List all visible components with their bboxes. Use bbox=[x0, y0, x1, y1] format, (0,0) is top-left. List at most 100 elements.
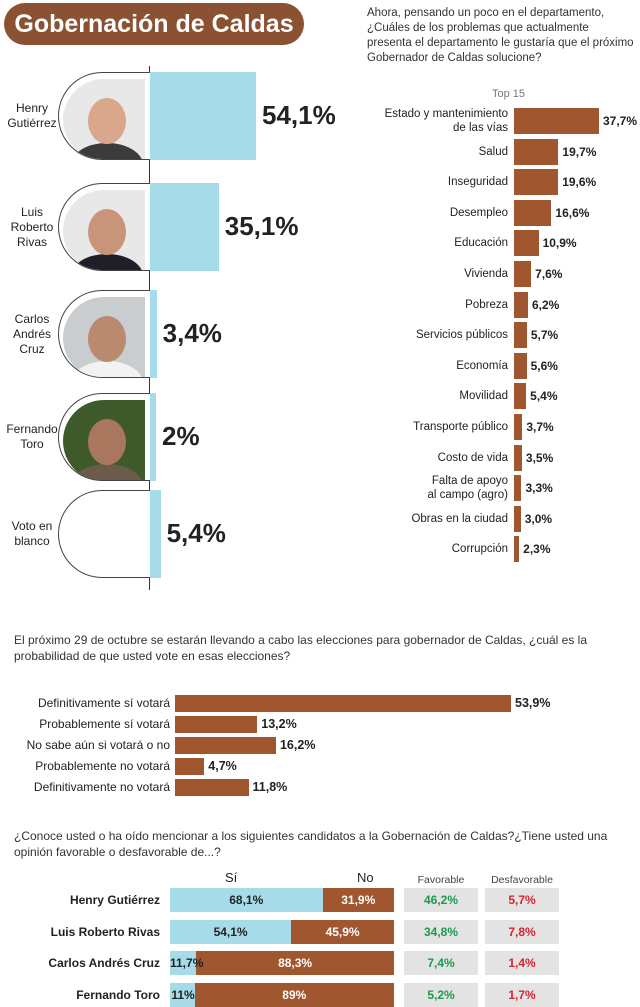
knowledge-si-value: 11% bbox=[171, 987, 195, 1002]
problem-bar bbox=[514, 108, 599, 134]
candidate-photo-card bbox=[58, 72, 150, 160]
knowledge-si-value: 54,1% bbox=[213, 924, 248, 939]
problem-bar bbox=[514, 444, 522, 471]
knowledge-no-bar bbox=[196, 951, 394, 975]
problem-value: 5,4% bbox=[530, 389, 558, 404]
problem-label: Costo de vida bbox=[437, 451, 508, 464]
favorable-value: 46,2% bbox=[404, 888, 478, 912]
avatar-silhouette bbox=[72, 316, 142, 377]
knowledge-si-bar bbox=[170, 951, 197, 975]
avatar bbox=[63, 297, 145, 377]
vote-bar bbox=[175, 716, 258, 733]
header-unfavorable: Desfavorable bbox=[491, 874, 553, 886]
problem-label: Desempleo bbox=[449, 206, 508, 219]
candidate-value: 54,1% bbox=[262, 100, 336, 130]
problem-value: 6,2% bbox=[531, 297, 560, 312]
candidate-bar bbox=[150, 290, 157, 378]
vote-label: Definitivamente no votará bbox=[33, 780, 170, 794]
problem-value: 37,7% bbox=[603, 114, 638, 128]
vote-bar bbox=[175, 695, 511, 712]
problem-label: Obras en la ciudad bbox=[411, 512, 508, 525]
problem-bar bbox=[514, 169, 559, 196]
problem-bar bbox=[514, 138, 559, 165]
unfavorable-value: 5,7% bbox=[485, 888, 559, 912]
candidate-name: Carlos Andrés Cruz bbox=[12, 311, 52, 356]
knowledge-candidate-label: Henry Gutiérrez bbox=[69, 893, 160, 907]
candidate-value: 5,4% bbox=[166, 518, 226, 548]
knowledge-no-value: 31,9% bbox=[341, 893, 376, 907]
unfavorable-value: 1,4% bbox=[485, 951, 559, 975]
problem-bar bbox=[514, 352, 527, 379]
knowledge-si-value: 11,7% bbox=[170, 956, 204, 970]
unfavorable-value: 7,8% bbox=[485, 919, 559, 944]
avatar bbox=[63, 79, 145, 159]
vote-value: 16,2% bbox=[279, 738, 316, 752]
knowledge-no-bar bbox=[194, 982, 394, 1007]
problem-bar bbox=[514, 230, 539, 257]
avatar bbox=[63, 400, 145, 480]
vote-value: 4,7% bbox=[208, 759, 237, 773]
favorable-value: 7,4% bbox=[404, 951, 478, 975]
vote-label: Definitivamente sí votará bbox=[37, 696, 170, 710]
problem-value: 19,7% bbox=[562, 144, 597, 159]
knowledge-no-bar bbox=[322, 888, 394, 912]
problem-value: 19,6% bbox=[562, 175, 597, 190]
vote-bar bbox=[175, 737, 276, 754]
vote-label: No sabe aún si votará o no bbox=[26, 738, 170, 752]
problem-value: 7,6% bbox=[535, 267, 563, 281]
candidate-value: 3,4% bbox=[162, 318, 222, 348]
problem-label: Movilidad bbox=[459, 390, 508, 403]
vote-label: Probablemente sí votará bbox=[39, 717, 170, 731]
problem-label: Transporte público bbox=[413, 421, 508, 433]
problem-label: Servicios públicos bbox=[415, 329, 508, 342]
candidate-bar bbox=[150, 72, 256, 160]
problem-label: Vivienda bbox=[464, 268, 508, 280]
candidate-name: Fernando Toro bbox=[6, 422, 58, 451]
candidate-photo-card bbox=[58, 290, 150, 378]
problem-value: 10,9% bbox=[542, 236, 577, 251]
knowledge-no-value: 88,3% bbox=[278, 956, 313, 970]
problem-label: Estado y mantenimiento de las vías bbox=[384, 108, 508, 134]
top15-label: Top 15 bbox=[492, 88, 526, 100]
problem-label: Educación bbox=[454, 237, 508, 250]
problem-label: Economía bbox=[456, 359, 508, 372]
knowledge-si-bar bbox=[170, 982, 195, 1007]
knowledge-candidate-label: Fernando Toro bbox=[76, 987, 160, 1002]
vote-value: 13,2% bbox=[261, 717, 297, 731]
favorable-value: 5,2% bbox=[404, 982, 478, 1007]
vote-probability-question: El próximo 29 de octubre se estarán llev… bbox=[14, 633, 588, 663]
candidate-photo-card bbox=[58, 393, 150, 481]
avatar-silhouette bbox=[72, 419, 142, 480]
vote-bar bbox=[175, 758, 205, 775]
avatar-silhouette bbox=[72, 209, 142, 270]
vote-value: 11,8% bbox=[252, 780, 288, 794]
problem-bar bbox=[514, 475, 522, 502]
vote-label: Probablemente no votará bbox=[35, 759, 170, 773]
favorable-value: 34,8% bbox=[404, 919, 478, 944]
problem-label: Inseguridad bbox=[447, 176, 508, 189]
problem-label: Salud bbox=[478, 145, 508, 158]
candidate-name: Voto en blanco bbox=[11, 519, 53, 548]
knowledge-candidate-label: Luis Roberto Rivas bbox=[50, 924, 160, 939]
candidate-name: Henry Gutiérrez bbox=[7, 101, 57, 130]
problem-bar bbox=[514, 414, 523, 440]
knowledge-no-bar bbox=[291, 919, 394, 944]
problem-bar bbox=[514, 261, 532, 287]
knowledge-no-value: 45,9% bbox=[325, 924, 360, 939]
candidate-bar bbox=[150, 183, 219, 271]
knowledge-si-bar bbox=[170, 888, 323, 912]
problem-label: Corrupción bbox=[451, 543, 508, 556]
knowledge-si-value: 68,1% bbox=[229, 893, 264, 907]
unfavorable-value: 1,7% bbox=[485, 982, 559, 1007]
problem-label: Falta de apoyo al campo (agro) bbox=[427, 475, 508, 502]
header-no: No bbox=[357, 870, 374, 885]
vote-bar bbox=[175, 779, 249, 796]
problem-value: 3,7% bbox=[526, 420, 554, 434]
problem-bar bbox=[514, 291, 528, 318]
problem-bar bbox=[514, 505, 521, 532]
candidate-name: Luis Roberto Rivas bbox=[10, 204, 54, 249]
candidate-bar bbox=[150, 490, 161, 578]
candidate-value: 35,1% bbox=[224, 211, 299, 241]
problem-value: 3,3% bbox=[525, 481, 553, 496]
vote-value: 53,9% bbox=[515, 696, 551, 710]
